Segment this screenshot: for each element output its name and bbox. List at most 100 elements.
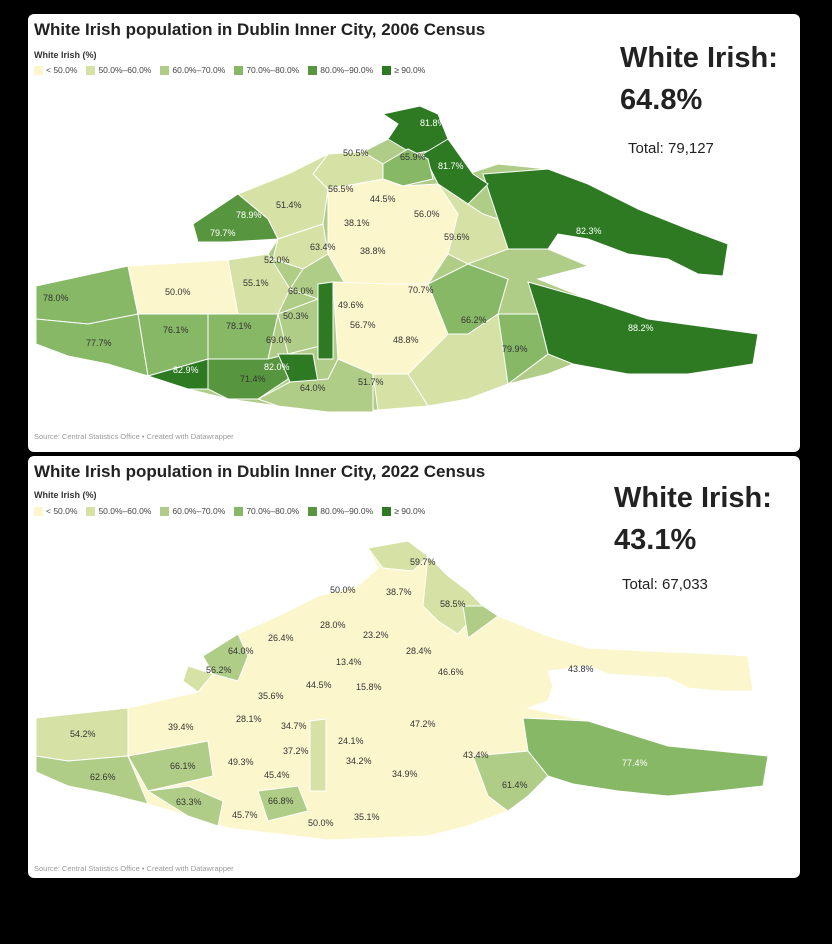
- legend-swatch: [234, 65, 244, 75]
- region-value-label: 59.6%: [444, 232, 470, 242]
- stat-label: White Irish:: [620, 42, 778, 74]
- region-value-label: 39.4%: [168, 722, 194, 732]
- region-value-label: 56.2%: [206, 665, 232, 675]
- region-value-label: 66.1%: [170, 761, 196, 771]
- legend-label: 60.0%–70.0%: [172, 506, 226, 516]
- map-title: White Irish population in Dublin Inner C…: [34, 20, 486, 39]
- region-value-label: 38.7%: [386, 587, 412, 597]
- stat-total: Total: 67,033: [622, 576, 708, 593]
- region-value-label: 79.9%: [502, 344, 528, 354]
- map-region: [309, 718, 327, 792]
- region-value-label: 78.1%: [226, 321, 252, 331]
- legend-label: ≥ 90.0%: [394, 65, 426, 75]
- map-region: [207, 353, 289, 400]
- legend: < 50.0% 50.0%–60.0% 60.0%–70.0% 70.0%–80…: [34, 65, 425, 75]
- region-value-label: 34.9%: [392, 769, 418, 779]
- region-value-label: 69.0%: [266, 335, 292, 345]
- legend-swatch: [308, 65, 318, 75]
- map-region: [182, 665, 214, 693]
- legend-swatch: [234, 506, 244, 516]
- map-region: [381, 105, 449, 155]
- map-region: [462, 605, 499, 639]
- legend-item: ≥ 90.0%: [382, 65, 425, 75]
- region-value-label: 23.2%: [363, 630, 389, 640]
- region-value-label: 38.8%: [360, 246, 386, 256]
- map-region: [437, 183, 509, 265]
- region-value-label: 88.2%: [628, 323, 654, 333]
- region-value-label: 50.3%: [283, 311, 309, 321]
- region-value-label: 61.4%: [502, 780, 528, 790]
- region-value-label: 48.8%: [393, 335, 419, 345]
- legend-label: 50.0%–60.0%: [98, 506, 152, 516]
- map-region: [35, 755, 149, 805]
- region-value-label: 66.0%: [288, 286, 314, 296]
- legend-label: 80.0%–90.0%: [320, 65, 374, 75]
- map-region: [317, 281, 334, 360]
- region-value-label: 63.3%: [176, 797, 202, 807]
- map-region: [35, 313, 149, 377]
- region-value-label: 46.6%: [438, 667, 464, 677]
- region-value-label: 66.8%: [268, 796, 294, 806]
- map-region: [372, 373, 429, 411]
- region-value-label: 15.8%: [356, 682, 382, 692]
- region-value-label: 81.8%: [420, 118, 446, 128]
- region-value-label: 63.4%: [310, 242, 336, 252]
- region-value-label: 13.4%: [336, 657, 362, 667]
- region-value-label: 81.7%: [438, 161, 464, 171]
- legend-item: 50.0%–60.0%: [86, 506, 151, 516]
- map-region: [482, 168, 729, 277]
- legend-swatch: [382, 506, 392, 516]
- region-value-label: 82.0%: [264, 362, 290, 372]
- map-labels: 81.8% 50.5% 65.9% 81.7% 56.5% 44.5% 51.4% 78.9%…: [43, 118, 654, 393]
- legend-label: < 50.0%: [46, 65, 78, 75]
- choropleth-map-2022: 59.7% 50.0% 38.7% 58.5% 28.0% 23.2% 26.4% 64.0%…: [35, 540, 769, 841]
- map-labels: 59.7% 50.0% 38.7% 58.5% 28.0% 23.2% 26.4% 64.0%…: [70, 557, 648, 828]
- legend-label: 70.0%–80.0%: [246, 506, 300, 516]
- map-region: [257, 785, 309, 822]
- legend-label: 50.0%–60.0%: [98, 65, 152, 75]
- region-value-label: 45.4%: [264, 770, 290, 780]
- region-value-label: 54.2%: [70, 729, 96, 739]
- legend-swatch: [308, 506, 318, 516]
- legend-swatch: [86, 65, 96, 75]
- region-value-label: 79.7%: [210, 228, 236, 238]
- legend-swatch: [34, 65, 43, 75]
- legend-label: 70.0%–80.0%: [246, 65, 300, 75]
- region-value-label: 51.7%: [358, 377, 384, 387]
- legend-item: < 50.0%: [34, 65, 77, 75]
- map-region: [256, 358, 374, 413]
- choropleth-map-2006: 81.8% 50.5% 65.9% 81.7% 56.5% 44.5% 51.4% 78.9%…: [35, 105, 759, 413]
- legend-item: 80.0%–90.0%: [308, 506, 373, 516]
- region-value-label: 76.1%: [163, 325, 189, 335]
- legend-title: White Irish (%): [34, 50, 97, 60]
- legend-swatch: [34, 506, 43, 516]
- legend-item: 80.0%–90.0%: [308, 65, 373, 75]
- legend-label: 80.0%–90.0%: [320, 506, 374, 516]
- legend-swatch: [160, 65, 170, 75]
- region-value-label: 66.2%: [461, 315, 487, 325]
- source-note: Source: Central Statistics Office • Crea…: [34, 432, 234, 441]
- map-region: [127, 740, 214, 792]
- region-value-label: 82.3%: [576, 226, 602, 236]
- region-value-label: 77.7%: [86, 338, 112, 348]
- region-value-label: 34.2%: [346, 756, 372, 766]
- stat-value: 43.1%: [614, 524, 697, 556]
- region-value-label: 65.9%: [400, 152, 426, 162]
- region-value-label: 50.0%: [165, 287, 191, 297]
- stat-total: Total: 79,127: [628, 140, 714, 157]
- legend-swatch: [382, 65, 392, 75]
- region-value-label: 49.6%: [338, 300, 364, 310]
- region-value-label: 64.0%: [228, 646, 254, 656]
- region-value-label: 56.0%: [414, 209, 440, 219]
- source-note: Source: Central Statistics Office • Crea…: [34, 864, 234, 873]
- region-value-label: 35.6%: [258, 691, 284, 701]
- region-value-label: 56.7%: [350, 320, 376, 330]
- map-region: [146, 785, 224, 827]
- map-region: [202, 633, 249, 682]
- region-value-label: 78.0%: [43, 293, 69, 303]
- legend-swatch: [160, 506, 170, 516]
- region-value-label: 34.7%: [281, 721, 307, 731]
- region-value-label: 44.5%: [370, 194, 396, 204]
- region-value-label: 28.1%: [236, 714, 262, 724]
- region-value-label: 56.5%: [328, 184, 354, 194]
